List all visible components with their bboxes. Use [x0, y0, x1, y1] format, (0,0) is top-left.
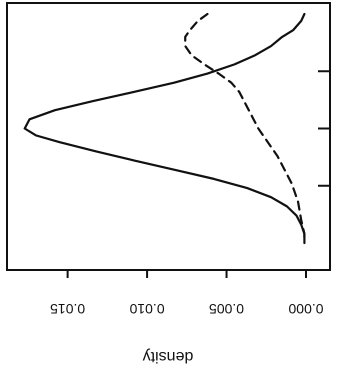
density-tick-label: 0.015 — [50, 301, 85, 317]
density-axis: 0.000 0.005 0.010 0.015 — [50, 270, 324, 317]
density-tick-label: 0.010 — [129, 301, 164, 317]
dashed-density-curve — [184, 12, 306, 245]
density-tick-label: 0.000 — [288, 301, 323, 317]
density-curves — [23, 12, 306, 245]
density-axis-label: density — [143, 348, 194, 365]
plot-frame — [6, 2, 331, 271]
solid-density-curve — [23, 12, 306, 245]
value-axis — [318, 70, 330, 187]
density-tick-label: 0.005 — [209, 301, 244, 317]
